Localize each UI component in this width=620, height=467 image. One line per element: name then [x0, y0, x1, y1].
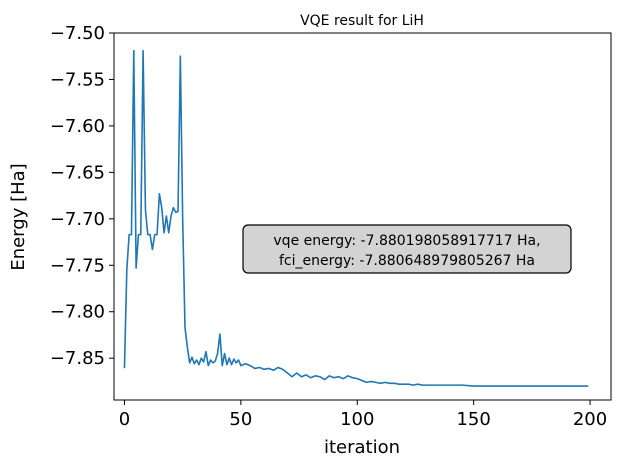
x-tick-label: 150 — [456, 409, 490, 430]
x-axis-ticks: 0 50 100 150 200 — [119, 400, 607, 430]
x-tick-label: 0 — [119, 409, 130, 430]
energy-series-line — [123, 49, 589, 387]
annotation-box: vqe energy: -7.880198058917717 Ha, fci_e… — [242, 224, 572, 274]
plot-area: 0 50 100 150 200 −7.50−7.55−7.60−7.65−7.70−7… — [50, 23, 612, 430]
y-axis-ticks: −7.50 −7.55 −7.60 −7.65 −7.70 −7.75 −7.80 −7.85 — [50, 23, 114, 369]
x-axis-label: iteration — [324, 437, 400, 458]
y-tick-label: −7.80 — [50, 302, 105, 323]
series-layer — [123, 49, 589, 387]
y-tick-label: −7.65 — [50, 162, 105, 183]
y-tick-label: −7.55 — [50, 69, 105, 90]
annotation-fci-energy: fci_energy: -7.880648979805267 Ha — [279, 253, 535, 269]
chart-title: VQE result for LiH — [300, 13, 424, 29]
y-tick-label: −7.50 — [50, 23, 105, 44]
annotation-vqe-energy: vqe energy: -7.880198058917717 Ha, — [273, 233, 540, 249]
y-axis-label: Energy [Ha] — [8, 163, 29, 270]
x-tick-label: 100 — [340, 409, 374, 430]
x-tick-label: 200 — [573, 409, 607, 430]
y-tick-label: −7.70 — [50, 209, 105, 230]
x-tick-label: 50 — [229, 409, 252, 430]
y-tick-label: −7.85 — [50, 348, 105, 369]
y-tick-label: −7.60 — [50, 116, 105, 137]
y-tick-label: −7.75 — [50, 255, 105, 276]
plot-frame — [113, 32, 612, 401]
annotation-background — [242, 224, 572, 274]
